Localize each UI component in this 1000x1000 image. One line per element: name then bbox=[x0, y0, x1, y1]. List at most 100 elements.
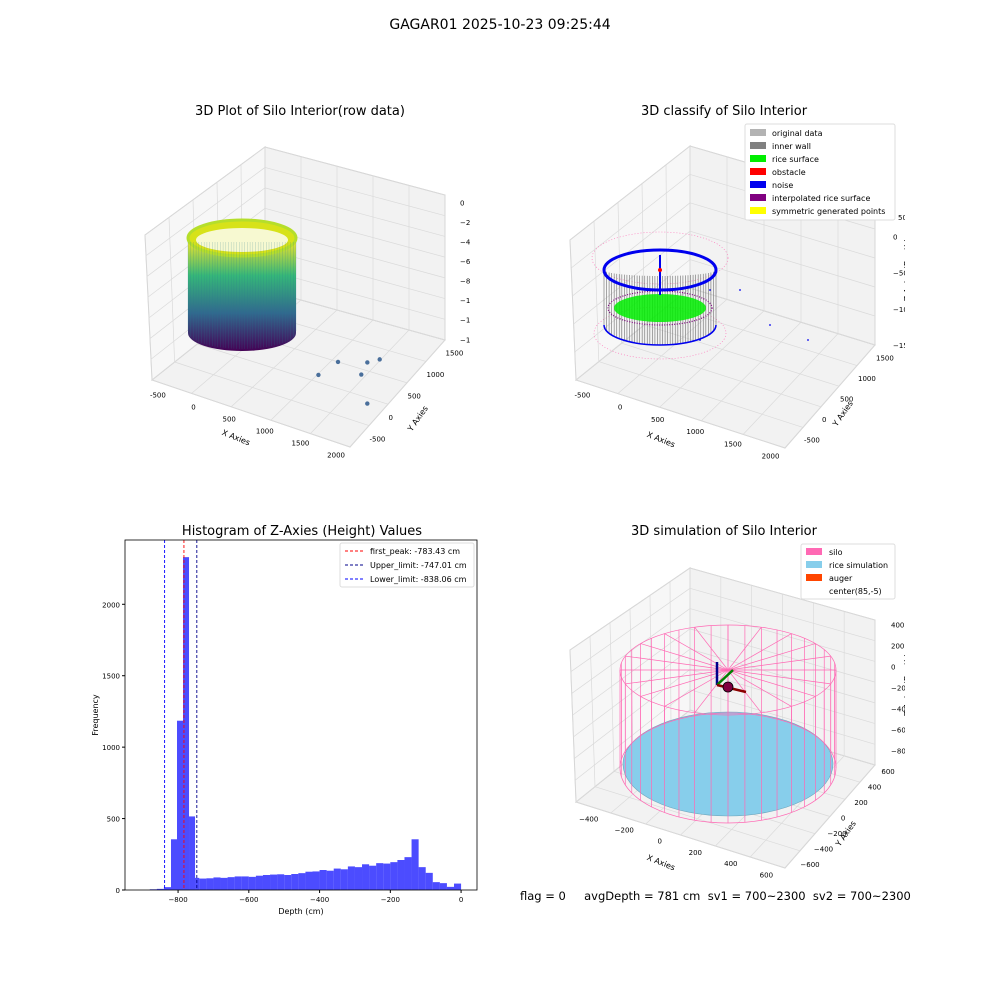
panel3-bar bbox=[425, 872, 433, 890]
panel1-ztick-label: −400 bbox=[460, 238, 470, 246]
panel3-bar bbox=[319, 870, 327, 890]
panel1-xtick-label: 2000 bbox=[327, 452, 345, 460]
panel3-bar bbox=[340, 869, 348, 890]
panel1-xtick-label: 0 bbox=[191, 403, 195, 411]
panel3-xlabel: Depth (cm) bbox=[278, 907, 323, 916]
panel2-legend-label: interpolated rice surface bbox=[772, 194, 870, 203]
panel3-bar bbox=[270, 874, 278, 890]
panel4-xlabel: X Axies bbox=[646, 853, 677, 872]
panel3-bar bbox=[163, 887, 171, 890]
panel1-ytick-label: -500 bbox=[370, 435, 386, 443]
panel3-xtick-label: 0 bbox=[459, 896, 463, 904]
panel4-legend-swatch bbox=[806, 574, 822, 581]
panel2-legend-label: noise bbox=[772, 181, 793, 190]
panel4-legend-label: rice simulation bbox=[829, 561, 888, 570]
panel3-bar bbox=[454, 883, 462, 890]
panel4-silo-spoke bbox=[727, 655, 831, 671]
panel2-xlabel: X Axies bbox=[646, 430, 677, 449]
panel3-bar bbox=[183, 557, 190, 890]
panel2-ytick-label: 1500 bbox=[876, 354, 894, 362]
panel1-outlier-point bbox=[359, 372, 364, 377]
panel3-bar bbox=[298, 873, 306, 890]
panel2-legend-box bbox=[744, 123, 896, 221]
panel3-ytick-label: 2000 bbox=[102, 601, 120, 609]
panel4-ztick-label: −400 bbox=[891, 705, 905, 713]
panel2-title: 3D classify of Silo Interior bbox=[640, 104, 808, 119]
panel1-outlier-point bbox=[365, 401, 370, 406]
panel1-ztick-label: 0 bbox=[460, 199, 464, 207]
panel2-noise-point bbox=[709, 289, 711, 291]
panel2-ytick-label: 0 bbox=[822, 416, 826, 424]
panel2-ytick-label: 1000 bbox=[858, 375, 876, 383]
panel3-bar bbox=[206, 878, 214, 890]
panel2-xtick-label: 500 bbox=[651, 416, 664, 424]
panel2-ztick-label: −1000 bbox=[893, 306, 905, 314]
panel3-bar bbox=[305, 871, 313, 890]
panel3-bars bbox=[149, 557, 462, 890]
panel2-legend-swatch bbox=[750, 155, 766, 162]
panel2-ztick-label: −500 bbox=[893, 270, 905, 278]
panel3-bar bbox=[241, 876, 249, 890]
panel3-bar bbox=[404, 857, 412, 890]
panel4-silo-spoke bbox=[727, 669, 792, 707]
panel3-bar bbox=[277, 874, 285, 890]
panel1-silo-interior bbox=[196, 228, 288, 252]
panel2-noise-point bbox=[739, 289, 741, 291]
panel4-ztick-label: 0 bbox=[891, 663, 895, 671]
panel3-bar bbox=[333, 868, 341, 890]
panel4-silo-spoke bbox=[727, 669, 816, 697]
panel3-bar bbox=[199, 878, 207, 890]
panel4-ztick-label: −800 bbox=[891, 748, 905, 756]
panel3-legend: first_peak: -783.43 cm Upper_limit: -747.… bbox=[339, 542, 475, 588]
panel2-symmetric-top bbox=[591, 231, 729, 285]
panel3-bar bbox=[439, 883, 447, 890]
panel3-xtick-label: −400 bbox=[310, 896, 329, 904]
panel3-bar bbox=[376, 863, 384, 890]
panel4-ytick-label: 200 bbox=[854, 799, 867, 807]
panel3-bar bbox=[418, 867, 426, 890]
panel2-legend-swatch bbox=[750, 181, 766, 188]
panel4-xtick-label: −400 bbox=[579, 815, 598, 823]
panel4-ztick-label: 400 bbox=[891, 621, 904, 629]
panel2-symmetric-bottom bbox=[593, 306, 727, 360]
panel1-xtick-label: 1500 bbox=[292, 440, 310, 448]
panel2-ztick-label: 500 bbox=[898, 214, 905, 222]
panel3-bar bbox=[195, 877, 200, 890]
panel1-ytick-label: 0 bbox=[389, 414, 393, 422]
panel3-bar bbox=[227, 877, 235, 890]
panel3-bar bbox=[220, 877, 228, 890]
panel2-ytick-label: -500 bbox=[804, 437, 820, 445]
panel3-bar bbox=[354, 867, 363, 890]
panel3-bar bbox=[170, 839, 178, 890]
panel4-xtick-label: −200 bbox=[615, 827, 634, 835]
panel1-silo-body bbox=[188, 238, 296, 351]
panel4-ytick-label: 0 bbox=[841, 814, 845, 822]
panel1-ztick-label: −800 bbox=[460, 278, 470, 286]
panel3-xtick-label: −200 bbox=[381, 896, 400, 904]
panel1-xlabel: X Axies bbox=[221, 428, 252, 447]
panel3-bar bbox=[255, 875, 263, 890]
panel1-xtick-label: 1000 bbox=[256, 428, 274, 436]
panel1-ztick-label: −200 bbox=[460, 219, 470, 227]
panel2-legend-label: obstacle bbox=[772, 168, 806, 177]
panel3-ytick-label: 500 bbox=[107, 816, 120, 824]
figure-title: GAGAR01 2025-10-23 09:25:44 bbox=[389, 17, 611, 33]
panel2-xtick-label: 1000 bbox=[686, 428, 704, 436]
panel3-bar bbox=[189, 816, 196, 890]
panel2-legend-swatch bbox=[750, 168, 766, 175]
panel4-ytick-label: −200 bbox=[827, 830, 846, 838]
panel4-ztick-label: 200 bbox=[891, 642, 904, 650]
panel2-legend-swatch bbox=[750, 207, 766, 214]
panel1-ytick-label: 1000 bbox=[427, 371, 445, 379]
panel4-legend-label: silo bbox=[829, 548, 843, 557]
panel1-ztick-label: −1400 bbox=[460, 336, 470, 344]
panel1-ztick-label: −1000 bbox=[460, 297, 470, 305]
panel4-ytick-label: 600 bbox=[881, 768, 894, 776]
panel3-legend-box bbox=[339, 542, 475, 588]
panel1-ytick-label: 500 bbox=[408, 393, 421, 401]
panel4-legend-swatch bbox=[806, 561, 822, 568]
panel3-ytick-label: 1500 bbox=[102, 673, 120, 681]
panel3-bar bbox=[347, 866, 355, 890]
panel3-axes-frame bbox=[124, 539, 478, 891]
